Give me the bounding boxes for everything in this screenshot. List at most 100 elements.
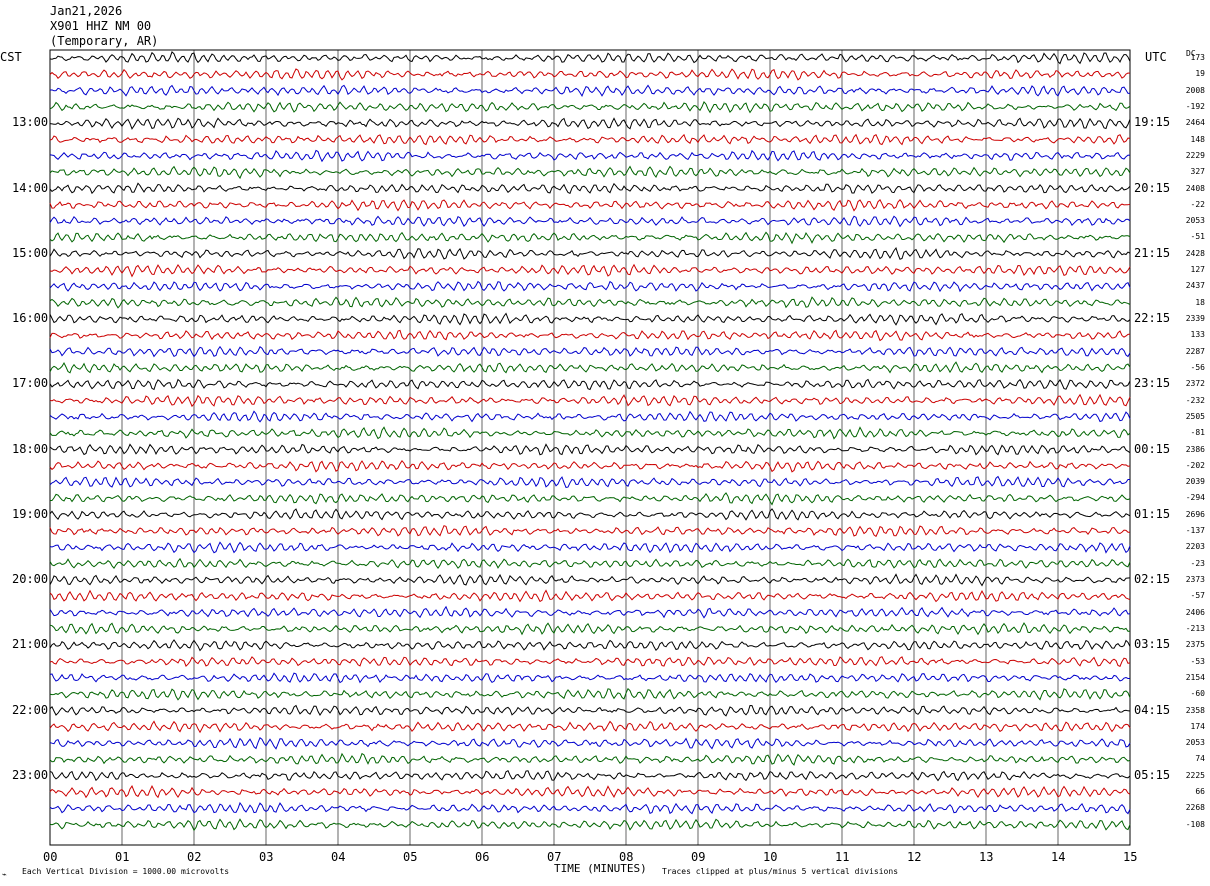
x-tick-label: 08 <box>619 850 634 864</box>
dc-offset-value: -192 <box>1185 101 1205 111</box>
dc-offset-value: -56 <box>1190 362 1205 372</box>
scale-note: Each Vertical Division = 1000.00 microvo… <box>22 867 230 876</box>
seismic-trace <box>49 752 1131 766</box>
seismic-trace <box>49 672 1130 684</box>
seismic-trace <box>49 622 1131 636</box>
plot-frame <box>49 49 1131 846</box>
left-timezone-label: CST <box>0 50 22 64</box>
seismic-trace <box>49 182 1131 195</box>
x-tick-label: 02 <box>187 850 202 864</box>
left-hour-label: 16:00 <box>12 311 49 325</box>
x-tick-label: 05 <box>403 850 418 864</box>
seismic-trace <box>49 508 1131 521</box>
dc-offset-value: -57 <box>1190 591 1205 601</box>
seismic-trace <box>49 378 1131 391</box>
left-hour-label: 13:00 <box>12 115 49 130</box>
dc-offset-value: 2372 <box>1185 379 1205 389</box>
dc-offset-value: 2229 <box>1185 150 1205 160</box>
x-tick-label: 09 <box>691 850 706 864</box>
right-hour-label: 22:15 <box>1134 311 1171 325</box>
seismic-trace <box>49 133 1131 146</box>
seismic-trace <box>49 280 1131 293</box>
seismic-trace <box>49 329 1131 342</box>
dc-offset-value: 2358 <box>1185 705 1205 715</box>
dc-offset-value: 2408 <box>1185 183 1205 193</box>
dc-offset-value: 2373 <box>1185 575 1205 584</box>
seismic-trace <box>49 541 1131 554</box>
seismic-trace <box>49 573 1131 587</box>
x-tick-label: 14 <box>1051 850 1066 864</box>
x-tick-label: 15 <box>1123 850 1138 864</box>
seismic-trace <box>49 165 1131 180</box>
dc-offset-value: 2203 <box>1185 542 1205 552</box>
dc-offset-value: 133 <box>1190 330 1205 340</box>
dc-offset-value: 174 <box>1190 721 1205 731</box>
right-timezone-label: UTC <box>1145 50 1167 64</box>
dc-offset-value: 74 <box>1195 754 1205 764</box>
dc-offset-value: 2154 <box>1185 672 1205 682</box>
right-hour-label: 00:15 <box>1134 441 1171 456</box>
dc-offset-value: -53 <box>1190 656 1205 666</box>
dc-offset-value: -202 <box>1185 460 1205 470</box>
seismic-trace <box>49 51 1131 65</box>
seismic-trace <box>49 215 1131 228</box>
dc-offset-value: 127 <box>1190 265 1205 275</box>
x-tick-label: 11 <box>835 850 850 864</box>
seismic-trace <box>49 68 1131 81</box>
dc-column-label: DC <box>1186 49 1196 58</box>
x-tick-label: 00 <box>43 850 58 864</box>
dc-offset-value: -51 <box>1190 232 1205 242</box>
x-tick-label: 10 <box>763 850 778 864</box>
seismic-trace <box>49 117 1131 130</box>
right-hour-label: 19:15 <box>1134 115 1171 130</box>
seismic-trace <box>49 231 1131 245</box>
seismic-trace <box>49 639 1131 652</box>
left-hour-label: 20:00 <box>12 572 49 586</box>
x-tick-label: 04 <box>331 850 346 864</box>
dc-offset-value: 2428 <box>1185 248 1205 258</box>
seismic-trace <box>49 84 1131 98</box>
dc-offset-value: 2406 <box>1185 607 1205 617</box>
seismic-trace <box>49 100 1131 114</box>
x-tick-label: 07 <box>547 850 562 864</box>
left-hour-label: 23:00 <box>12 767 49 782</box>
seismic-trace <box>49 393 1131 408</box>
dc-offset-value: -108 <box>1185 819 1205 829</box>
left-hour-label: 15:00 <box>12 245 49 260</box>
left-hour-label: 14:00 <box>12 180 49 195</box>
seismic-trace <box>49 818 1131 832</box>
left-hour-label: 21:00 <box>12 637 49 652</box>
seismic-trace <box>49 687 1131 701</box>
seismic-trace <box>49 198 1131 212</box>
left-hour-label: 17:00 <box>12 376 49 391</box>
seismic-trace <box>49 475 1130 488</box>
seismic-trace <box>49 312 1131 326</box>
right-hour-label: 04:15 <box>1134 702 1171 717</box>
seismic-trace <box>49 361 1131 374</box>
seismic-trace <box>49 443 1131 456</box>
network-name: (Temporary, AR) <box>50 34 159 48</box>
dc-offset-value: 2053 <box>1185 738 1205 748</box>
seismic-trace <box>49 557 1131 569</box>
corner-mark: ⌁ <box>2 870 7 879</box>
dc-offset-value: 2464 <box>1185 118 1205 128</box>
dc-offset-value: 66 <box>1195 787 1205 797</box>
seismic-trace <box>49 149 1131 163</box>
dc-offset-value: 2375 <box>1185 640 1205 650</box>
dc-offset-value: 2008 <box>1185 85 1205 95</box>
dc-offset-value: 2339 <box>1185 314 1205 323</box>
seismic-trace <box>49 784 1131 799</box>
dc-offset-value: 2386 <box>1185 444 1205 454</box>
seismic-trace <box>49 770 1131 782</box>
plot-date: Jan21,2026 <box>50 4 123 18</box>
seismic-trace <box>49 345 1131 358</box>
seismic-trace <box>49 459 1131 473</box>
right-hour-label: 03:15 <box>1134 637 1171 652</box>
seismic-trace <box>49 656 1131 667</box>
dc-offset-value: -22 <box>1190 199 1205 209</box>
dc-offset-value: -294 <box>1185 493 1205 503</box>
dc-offset-value: -60 <box>1190 689 1205 699</box>
seismic-trace <box>49 737 1131 750</box>
dc-offset-value: -213 <box>1185 623 1205 633</box>
